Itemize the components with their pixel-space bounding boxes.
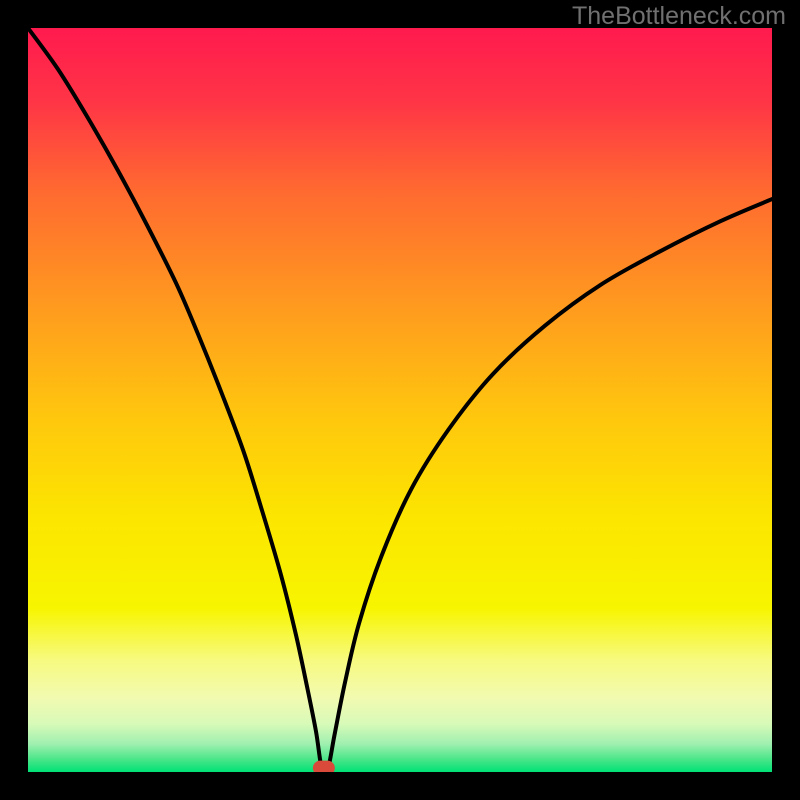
bottleneck-curve bbox=[28, 28, 772, 772]
plot-area bbox=[28, 28, 772, 772]
chart-stage: TheBottleneck.com bbox=[0, 0, 800, 800]
optimal-point-marker bbox=[313, 761, 335, 772]
curve-layer bbox=[28, 28, 772, 772]
watermark-text: TheBottleneck.com bbox=[572, 2, 786, 31]
